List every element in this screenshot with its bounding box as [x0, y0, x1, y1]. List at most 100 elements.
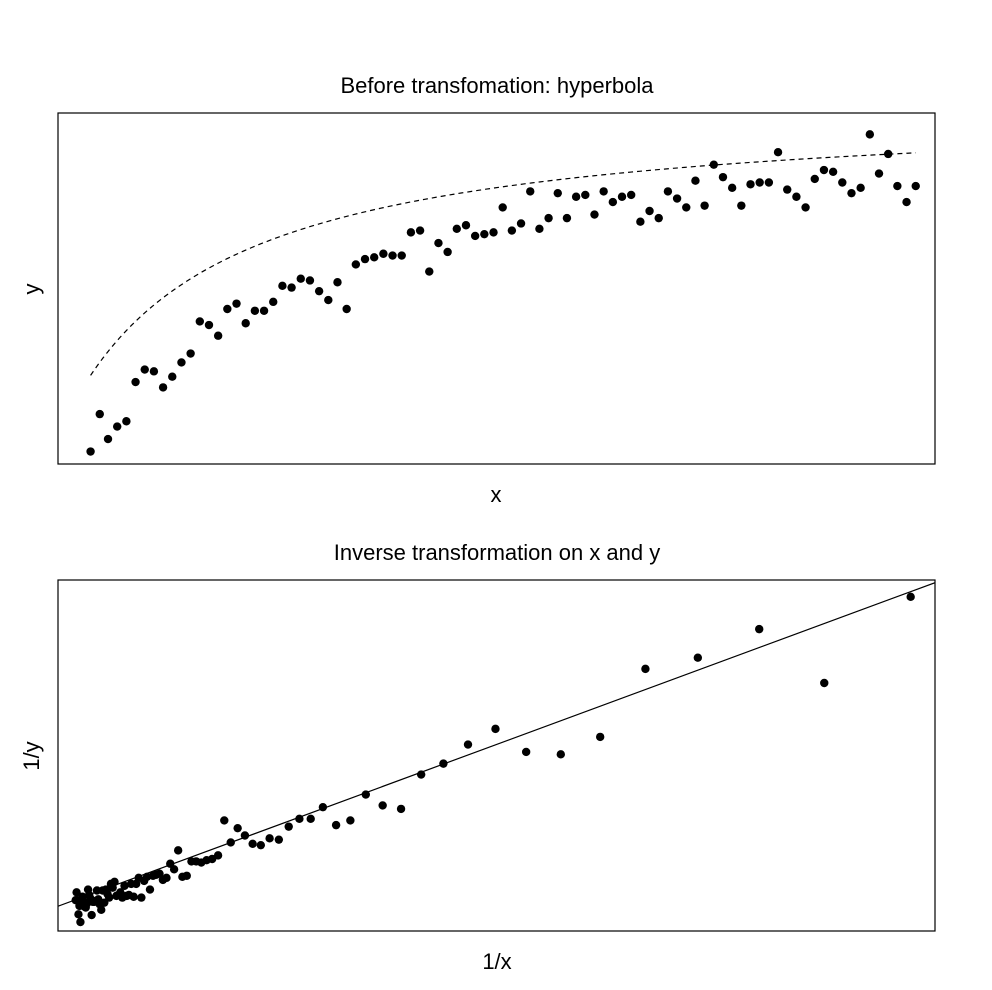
- data-point: [663, 187, 673, 196]
- data-point: [718, 172, 728, 182]
- data-point: [553, 188, 562, 198]
- y-axis-label: 1/y: [19, 741, 44, 770]
- data-point: [256, 840, 266, 850]
- data-point: [287, 283, 296, 292]
- data-point: [820, 678, 829, 688]
- data-point: [838, 178, 847, 187]
- data-point: [902, 197, 911, 207]
- data-point: [521, 747, 531, 757]
- data-point: [571, 192, 581, 201]
- x-axis-label: 1/x: [482, 949, 511, 974]
- data-point: [654, 213, 663, 223]
- data-point: [755, 178, 764, 187]
- data-point: [526, 187, 535, 196]
- data-point: [305, 276, 315, 285]
- data-point: [158, 383, 168, 392]
- data-point: [810, 174, 819, 184]
- chart-title: Before transfomation: hyperbola: [340, 73, 654, 98]
- data-point: [98, 886, 107, 895]
- data-point: [443, 247, 452, 257]
- data-point: [556, 750, 565, 759]
- data-point: [911, 181, 920, 191]
- data-point: [83, 885, 93, 894]
- data-point: [103, 434, 113, 444]
- data-point: [346, 816, 355, 825]
- fit-line: [90, 152, 916, 376]
- data-point: [461, 221, 471, 230]
- data-point: [95, 409, 104, 419]
- data-point: [92, 886, 102, 895]
- data-point: [378, 801, 387, 810]
- data-point: [87, 910, 96, 920]
- data-point: [113, 422, 122, 431]
- data-point: [406, 228, 416, 237]
- data-point: [470, 231, 480, 241]
- data-point: [617, 192, 627, 201]
- data-point: [480, 229, 489, 239]
- data-point: [636, 217, 645, 226]
- data-point: [682, 203, 691, 212]
- data-point: [333, 278, 342, 287]
- data-point: [489, 228, 498, 237]
- data-point: [498, 203, 507, 212]
- data-point: [562, 213, 572, 223]
- data-point: [86, 447, 95, 456]
- data-point: [220, 816, 229, 825]
- data-point: [351, 260, 361, 269]
- data-point: [72, 888, 81, 897]
- data-point: [755, 624, 764, 634]
- data-point: [396, 804, 406, 814]
- hyperbola-chart: Before transfomation: hyperbola x y: [19, 73, 936, 507]
- data-point: [259, 306, 269, 315]
- data-point: [507, 226, 517, 235]
- data-point: [187, 857, 196, 866]
- data-point: [324, 295, 333, 305]
- fit-line: [58, 582, 935, 907]
- inverse-chart: Inverse transformation on x and y 1/x 1/…: [19, 540, 936, 974]
- data-point: [691, 176, 700, 185]
- data-point: [434, 238, 443, 248]
- data-point: [801, 203, 810, 212]
- data-point: [178, 872, 187, 882]
- x-axis-label: x: [491, 482, 502, 507]
- data-point: [700, 201, 709, 210]
- data-point: [388, 251, 397, 260]
- data-point: [856, 183, 865, 193]
- data-point: [727, 183, 737, 193]
- data-point: [906, 592, 915, 602]
- data-point: [145, 885, 155, 894]
- data-point: [693, 653, 703, 662]
- data-point: [626, 190, 636, 200]
- data-point: [71, 895, 80, 905]
- data-point: [233, 823, 242, 833]
- data-point: [581, 190, 590, 200]
- data-point: [737, 201, 746, 210]
- data-point: [166, 859, 175, 868]
- data-point: [127, 879, 136, 889]
- data-point: [140, 365, 149, 374]
- data-point: [599, 187, 608, 196]
- data-point: [595, 732, 605, 742]
- data-point: [186, 349, 195, 358]
- data-point: [452, 224, 461, 234]
- data-point: [232, 299, 241, 308]
- data-point: [306, 814, 315, 824]
- data-point: [893, 181, 902, 191]
- data-point: [241, 319, 250, 328]
- data-point: [709, 160, 718, 169]
- data-point: [360, 254, 370, 264]
- y-axis-label: y: [19, 284, 44, 295]
- data-point: [672, 194, 682, 203]
- data-point: [425, 267, 434, 276]
- data-point: [278, 281, 287, 291]
- data-point: [416, 770, 426, 779]
- data-point: [847, 188, 856, 198]
- data-point: [783, 185, 792, 194]
- data-point: [112, 891, 121, 901]
- data-point: [314, 286, 324, 296]
- data-point: [240, 831, 250, 840]
- data-point: [177, 358, 186, 367]
- data-point: [168, 372, 177, 381]
- data-point: [76, 917, 85, 927]
